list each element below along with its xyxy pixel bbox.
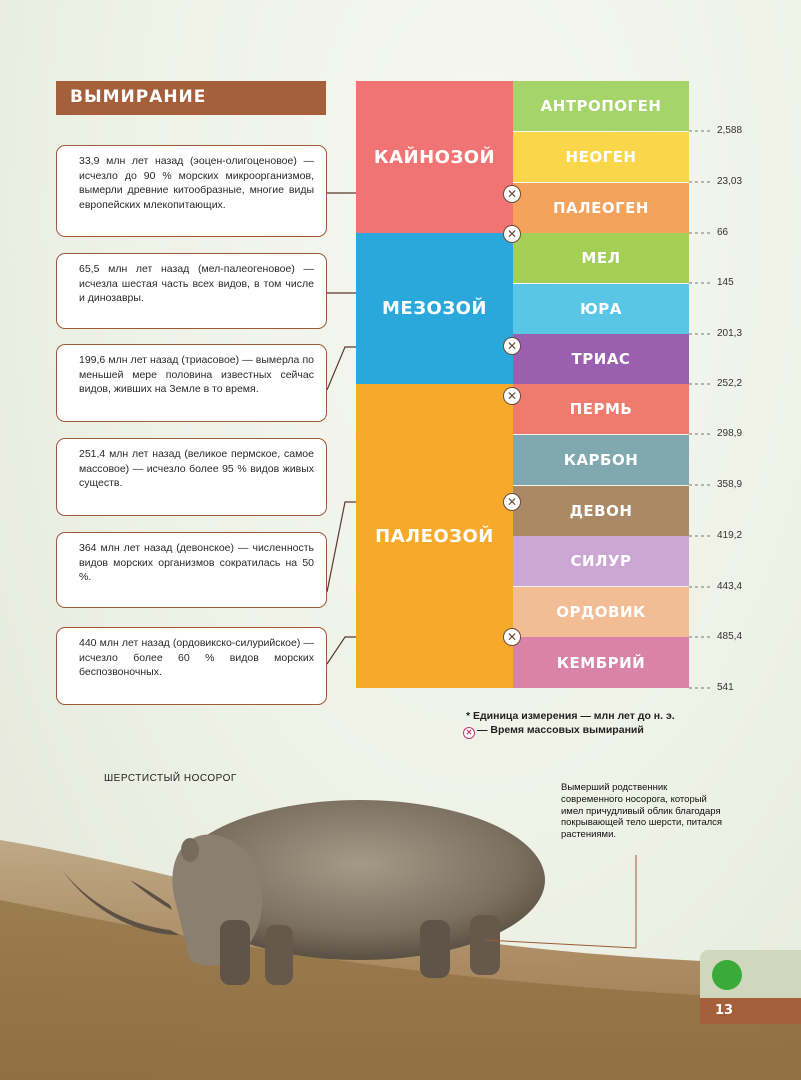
extinction-marker-icon: ✕ — [503, 387, 521, 405]
period-devonian: ДЕВОН — [513, 486, 689, 536]
extinction-marker-icon: ✕ — [503, 628, 521, 646]
extinction-marker-icon: ✕ — [503, 225, 521, 243]
boundary-label: 419,2 — [717, 530, 743, 541]
era-mesozoic: МЕЗОЗОЙ — [356, 233, 513, 384]
rhino-caption-title: ШЕРСТИСТЫЙ НОСОРОГ — [104, 773, 237, 784]
era-paleozoic: ПАЛЕОЗОЙ — [356, 384, 513, 688]
period-jurassic: ЮРА — [513, 284, 689, 334]
extinction-callout-permian: 251,4 млн лет назад (великое пермское, с… — [56, 438, 327, 516]
extinction-callout-cretaceous: 65,5 млн лет назад (мел-палеогеновое) — … — [56, 253, 327, 329]
period-triassic: ТРИАС — [513, 334, 689, 384]
period-anthropogene: АНТРОПОГЕН — [513, 81, 689, 131]
boundary-label: 541 — [717, 682, 734, 693]
period-silurian: СИЛУР — [513, 536, 689, 586]
extinction-callout-triassic: 199,6 млн лет назад (триасовое) — вымерл… — [56, 344, 327, 422]
boundary-label: 2,588 — [717, 125, 743, 136]
extinction-callout-ordovician: 440 млн лет назад (ордовикско-силурийско… — [56, 627, 327, 705]
rhino-caption-description: Вымерший родственник современного носоро… — [561, 782, 723, 841]
legend-unit: * Единица измерения — млн лет до н. э. — [466, 710, 675, 722]
period-cretaceous: МЕЛ — [513, 233, 689, 283]
extinction-marker-icon: ✕ — [463, 727, 475, 739]
period-permian: ПЕРМЬ — [513, 384, 689, 434]
period-cambrian: КЕМБРИЙ — [513, 637, 689, 688]
boundary-label: 358,9 — [717, 479, 743, 490]
extinction-marker-icon: ✕ — [503, 493, 521, 511]
boundary-label: 66 — [717, 227, 729, 238]
page-number-band — [700, 998, 801, 1024]
page-number: 13 — [715, 1003, 734, 1018]
legend-marker-row: ✕ — Время массовых вымираний — [463, 724, 644, 739]
logo-icon — [712, 960, 742, 990]
boundary-label: 298,9 — [717, 428, 743, 439]
section-title: ВЫМИРАНИЕ — [56, 81, 326, 115]
woolly-rhino-image — [62, 800, 545, 985]
era-cenozoic: КАЙНОЗОЙ — [356, 81, 513, 233]
boundary-label: 485,4 — [717, 631, 743, 642]
period-ordovician: ОРДОВИК — [513, 587, 689, 637]
period-neogene: НЕОГЕН — [513, 132, 689, 182]
extinction-callout-devonian: 364 млн лет назад (девонское) — численно… — [56, 532, 327, 608]
extinction-marker-icon: ✕ — [503, 337, 521, 355]
legend-marker-text: — Время массовых вымираний — [477, 724, 644, 736]
boundary-label: 443,4 — [717, 581, 743, 592]
extinction-callout-eocene: 33,9 млн лет назад (эоцен-олигоценовое) … — [56, 145, 327, 237]
period-paleogene: ПАЛЕОГЕН — [513, 183, 689, 233]
boundary-label: 23,03 — [717, 176, 743, 187]
extinction-marker-icon: ✕ — [503, 185, 521, 203]
boundary-label: 145 — [717, 277, 734, 288]
boundary-label: 201,3 — [717, 328, 743, 339]
boundary-label: 252,2 — [717, 378, 743, 389]
period-carboniferous: КАРБОН — [513, 435, 689, 485]
